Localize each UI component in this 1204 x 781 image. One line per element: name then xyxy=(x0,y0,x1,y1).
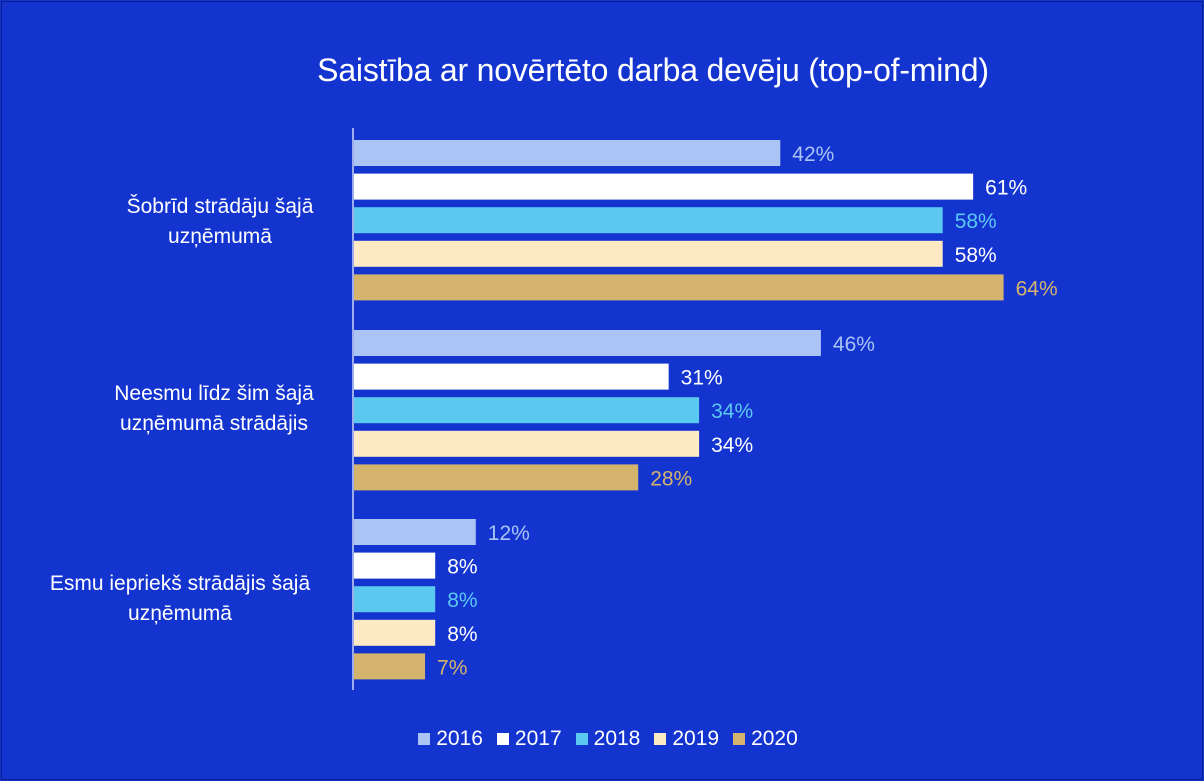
bar-2016-2 xyxy=(354,330,821,356)
bar-2020-1 xyxy=(354,274,1004,301)
data-label-2019-2: 34% xyxy=(711,434,753,457)
legend-swatch xyxy=(575,733,588,745)
category-label-line: Esmu iepriekš strādājis šajā xyxy=(49,572,311,595)
data-label-2018-3: 8% xyxy=(447,589,477,612)
bar-2020-2 xyxy=(354,464,639,491)
legend-swatch xyxy=(733,733,746,745)
data-label-2020-3: 7% xyxy=(437,656,467,679)
data-label-2019-3: 8% xyxy=(447,623,477,646)
legend-item-2019: 2019 xyxy=(654,727,719,751)
legend-label: 2019 xyxy=(672,727,720,750)
bar-2017-2 xyxy=(354,363,669,390)
category-label-line: uzņēmumā strādājis xyxy=(120,412,308,435)
legend-item-2017: 2017 xyxy=(496,727,562,751)
legend-label: 2018 xyxy=(593,727,641,750)
legend-item-2020: 2020 xyxy=(733,727,798,751)
data-label-2016-1: 42% xyxy=(792,143,834,166)
legend-label: 2017 xyxy=(514,727,562,750)
bar-2020-3 xyxy=(354,653,426,680)
bar-2017-3 xyxy=(354,552,436,579)
data-label-2018-1: 58% xyxy=(955,210,997,233)
bar-2016-3 xyxy=(354,519,476,545)
bar-2018-2 xyxy=(354,397,700,424)
bar-2016-1 xyxy=(354,140,781,166)
legend-swatch xyxy=(496,733,509,745)
category-label-line: Neesmu līdz šim šajā xyxy=(114,382,314,405)
data-label-2016-3: 12% xyxy=(488,522,530,545)
category-label-line: uzņēmumā xyxy=(168,225,272,248)
bar-2019-1 xyxy=(354,240,943,267)
bar-2019-3 xyxy=(354,619,436,646)
legend-swatch xyxy=(654,733,667,745)
legend-swatch xyxy=(418,733,431,745)
legend-label: 2016 xyxy=(436,727,483,750)
bar-2018-1 xyxy=(354,207,943,234)
bar-2018-3 xyxy=(354,586,436,613)
category-label-line: uzņēmumā xyxy=(128,602,232,625)
category-label-line: Šobrīd strādāju šajā xyxy=(126,195,314,218)
legend-item-2016: 2016 xyxy=(418,727,483,751)
data-label-2018-2: 34% xyxy=(711,400,753,423)
bar-2019-2 xyxy=(354,430,700,457)
category-label-never-worked: Neesmu līdz šim šajā uzņēmumā strādājis xyxy=(44,379,384,439)
data-label-2020-2: 28% xyxy=(650,467,692,490)
legend-item-2018: 2018 xyxy=(575,727,641,751)
data-label-2016-2: 46% xyxy=(833,333,875,356)
legend: 2016 2017 2018 2019 2020 xyxy=(0,727,1204,751)
bar-2017-1 xyxy=(354,173,974,200)
category-label-previously-worked: Esmu iepriekš strādājis šajā uzņēmumā xyxy=(10,569,350,629)
chart-title: Saistība ar novērtēto darba devēju (top-… xyxy=(317,52,989,88)
legend-label: 2020 xyxy=(751,727,798,750)
category-label-currently-working: Šobrīd strādāju šajā uzņēmumā xyxy=(60,192,380,252)
data-label-2020-1: 64% xyxy=(1016,277,1058,300)
data-label-2017-3: 8% xyxy=(447,556,477,579)
data-label-2019-1: 58% xyxy=(955,244,997,267)
data-label-2017-1: 61% xyxy=(985,177,1027,200)
data-label-2017-2: 31% xyxy=(681,367,723,390)
